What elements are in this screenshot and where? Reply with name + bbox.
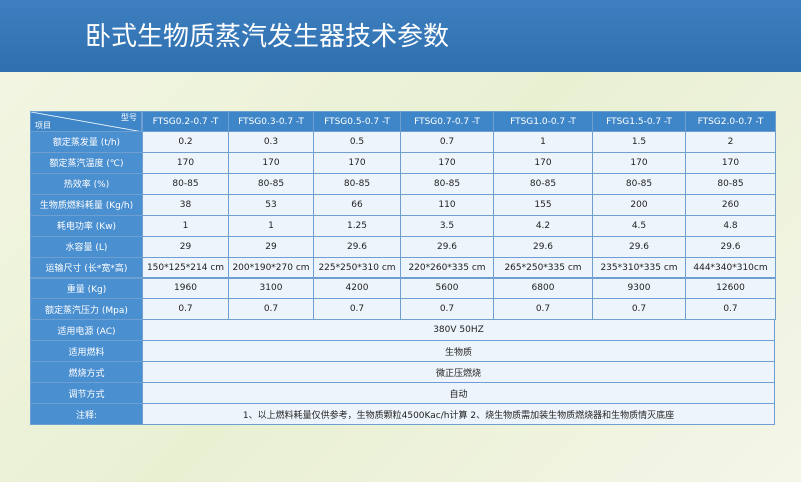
cell: 80-85 [142,172,229,195]
row-label: 注释: [30,403,143,425]
cell: 1.5 [592,131,686,153]
cell: 80-85 [685,172,776,195]
cell: 38 [142,193,229,216]
row-label: 热效率 (%) [30,172,143,195]
cell: 170 [142,151,229,174]
cell: 200 [592,193,686,216]
cell: 6800 [493,277,593,300]
cell: 5600 [400,277,494,300]
column-header: FTSG0.3-0.7 -T [228,111,314,132]
cell: 150*125*214 cm [142,256,229,279]
cell: 66 [313,193,401,216]
cell: 0.5 [313,131,401,153]
row-header: 项目 [35,121,51,130]
corner-cell: 项目 型号 [30,111,142,132]
merged-cell: 生物质 [142,340,775,363]
row-label: 生物质燃料耗量 (Kg/h) [30,193,143,216]
cell: 2 [685,131,776,153]
cell: 29.6 [592,235,686,258]
cell: 80-85 [228,172,314,195]
row-label: 燃烧方式 [30,361,143,384]
row-label: 运输尺寸 (长*宽*高) [30,256,143,279]
cell: 53 [228,193,314,216]
column-header: FTSG1.0-0.7 -T [493,111,593,132]
cell: 170 [685,151,776,174]
title: 卧式生物质蒸汽发生器技术参数 [85,22,450,52]
row-label: 适用燃料 [30,340,143,363]
column-header: FTSG1.5-0.7 -T [592,111,686,132]
cell: 235*310*335 cm [592,256,686,279]
cell: 200*190*270 cm [228,256,314,279]
column-header: FTSG2.0-0.7 -T [685,111,776,132]
cell: 1 [493,131,593,153]
cell: 155 [493,193,593,216]
cell: 0.2 [142,131,229,153]
cell: 1 [142,214,229,237]
cell: 220*260*335 cm [400,256,494,279]
cell: 0.7 [493,298,593,321]
cell: 170 [493,151,593,174]
cell: 80-85 [400,172,494,195]
cell: 170 [400,151,494,174]
cell: 0.7 [400,298,494,321]
diagonal [31,112,140,131]
cell: 0.7 [228,298,314,321]
column-header: FTSG0.2-0.7 -T [142,111,229,132]
cell: 29.6 [685,235,776,258]
cell: 444*340*310cm [685,256,776,279]
merged-cell: 1、以上燃料耗量仅供参考，生物质颗粒4500Kac/h计算 2、烧生物质需加装生… [142,403,775,425]
cell: 12600 [685,277,776,300]
cell: 1960 [142,277,229,300]
cell: 29.6 [493,235,593,258]
cell: 9300 [592,277,686,300]
cell: 0.7 [313,298,401,321]
cell: 1 [228,214,314,237]
merged-cell: 微正压燃烧 [142,361,775,384]
row-label: 额定蒸汽压力 (Mpa) [30,298,143,321]
cell: 260 [685,193,776,216]
column-header: FTSG0.7-0.7 -T [400,111,494,132]
cell: 80-85 [493,172,593,195]
cell: 170 [313,151,401,174]
cell: 3.5 [400,214,494,237]
cell: 29.6 [400,235,494,258]
row-label: 重量 (Kg) [30,277,143,300]
cell: 225*250*310 cm [313,256,401,279]
cell: 0.3 [228,131,314,153]
cell: 1.25 [313,214,401,237]
merged-cell: 380V 50HZ [142,319,775,342]
cell: 29 [228,235,314,258]
cell: 0.7 [685,298,776,321]
cell: 80-85 [592,172,686,195]
row-label: 适用电源 (AC) [30,319,143,342]
cell: 170 [228,151,314,174]
row-label: 耗电功率 (Kw) [30,214,143,237]
cell: 80-85 [313,172,401,195]
cell: 4.5 [592,214,686,237]
cell: 3100 [228,277,314,300]
cell: 4200 [313,277,401,300]
cell: 4.8 [685,214,776,237]
cell: 0.7 [592,298,686,321]
row-label: 额定蒸汽温度 (℃) [30,151,143,174]
cell: 170 [592,151,686,174]
header-bar [0,0,801,72]
cell: 29.6 [313,235,401,258]
row-label: 水容量 (L) [30,235,143,258]
merged-cell: 自动 [142,382,775,405]
cell: 0.7 [142,298,229,321]
cell: 110 [400,193,494,216]
column-header: FTSG0.5-0.7 -T [313,111,401,132]
cell: 4.2 [493,214,593,237]
row-label: 额定蒸发量 (t/h) [30,131,143,153]
diagonal-line [31,112,140,131]
cell: 0.7 [400,131,494,153]
row-label: 调节方式 [30,382,143,405]
cell: 29 [142,235,229,258]
cell: 265*250*335 cm [493,256,593,279]
col-header: 型号 [121,113,137,122]
